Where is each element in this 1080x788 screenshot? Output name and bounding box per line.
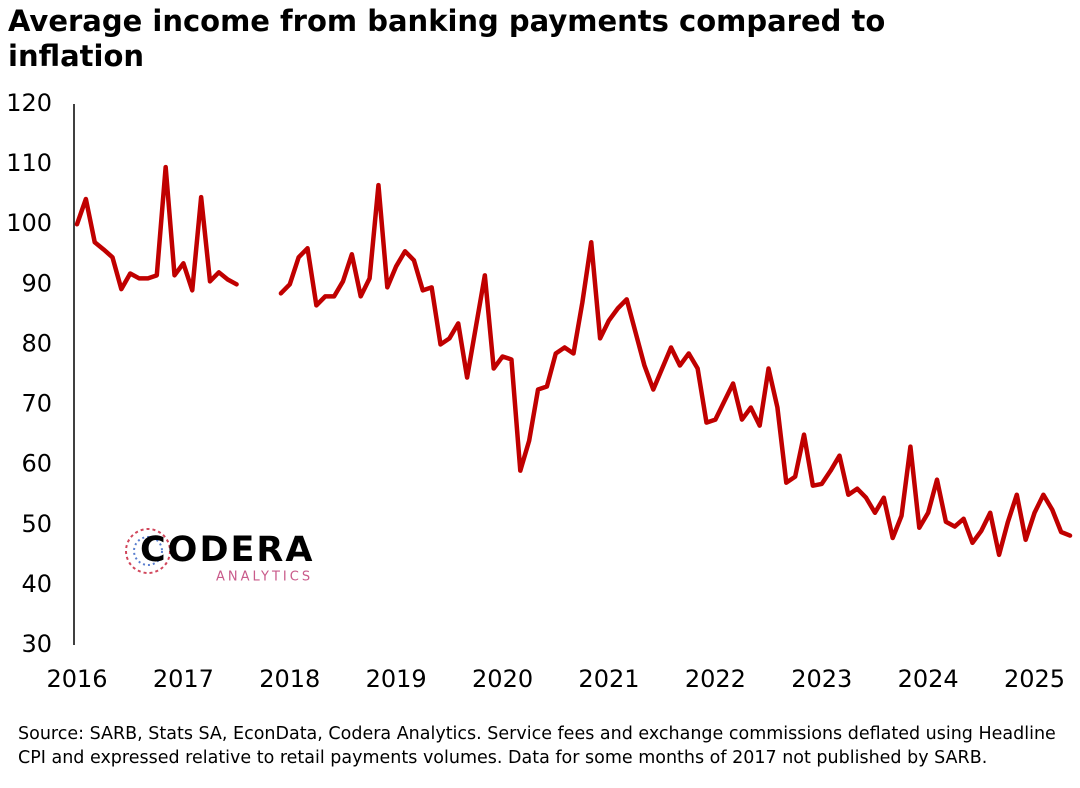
y-tick-label: 80: [21, 329, 52, 357]
y-tick-label: 70: [21, 390, 52, 418]
x-tick-label: 2018: [259, 665, 320, 693]
y-tick-label: 40: [21, 570, 52, 598]
logo-name: CODERA: [140, 530, 314, 570]
x-tick-label: 2017: [153, 665, 214, 693]
y-tick-label: 90: [21, 269, 52, 297]
y-tick-label: 110: [6, 149, 52, 177]
x-tick-label: 2023: [791, 665, 852, 693]
y-tick-label: 50: [21, 510, 52, 538]
x-tick-label: 2019: [366, 665, 427, 693]
x-tick-label: 2022: [685, 665, 746, 693]
x-tick-label: 2020: [472, 665, 533, 693]
source-note: Source: SARB, Stats SA, EconData, Codera…: [18, 724, 1056, 768]
y-tick-label: 30: [21, 630, 52, 658]
series-line: [74, 164, 239, 293]
chart-title: Average income from banking payments com…: [8, 4, 886, 73]
y-tick-label: 120: [6, 89, 52, 117]
series-line: [278, 182, 1073, 558]
y-tick-label: 60: [21, 450, 52, 478]
logo-tagline: ANALYTICS: [216, 570, 313, 585]
x-tick-label: 2021: [578, 665, 639, 693]
y-tick-label: 100: [6, 209, 52, 237]
logo-icon: [125, 528, 171, 574]
x-tick-label: 2024: [898, 665, 959, 693]
logo: CODERA ANALYTICS: [125, 528, 314, 585]
logo-icon: [133, 536, 163, 566]
x-tick-label: 2025: [1004, 665, 1065, 693]
x-tick-label: 2016: [46, 665, 107, 693]
